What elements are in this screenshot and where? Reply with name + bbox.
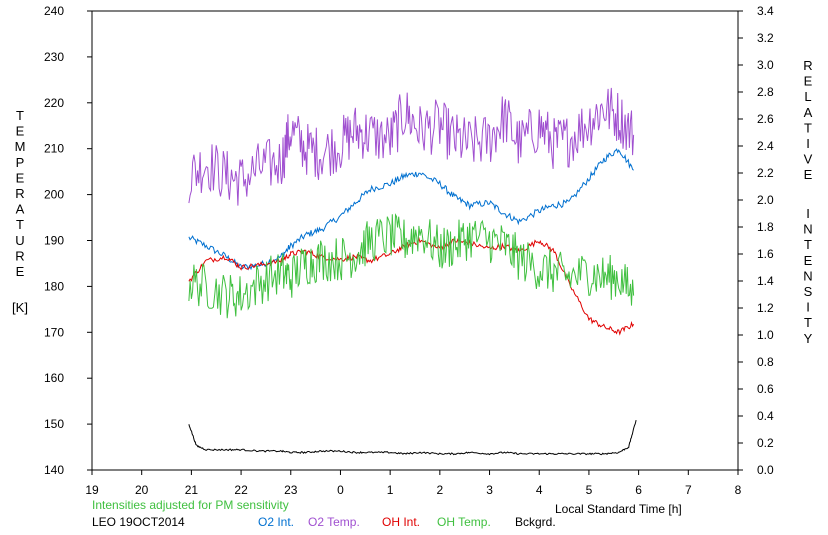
y-right-tick-label: 3.4 xyxy=(757,4,774,18)
y-right-tick-label: 1.4 xyxy=(757,274,774,288)
series-line-o2-temp xyxy=(188,87,635,206)
y-right-label-letter: E xyxy=(804,253,813,268)
y-left-tick-label: 190 xyxy=(44,234,64,248)
x-tick-label: 0 xyxy=(337,483,344,497)
y-left-tick-label: 230 xyxy=(44,50,64,64)
tick-labels: 19 20 21 22 23 0 1 2 3 4 5 6 7 8140150160170180190200… xyxy=(44,4,774,497)
y-left-label-letter: T xyxy=(16,217,24,232)
y-left-tick-label: 210 xyxy=(44,142,64,156)
y-right-tick-label: 1.6 xyxy=(757,247,774,261)
y-right-label-letter: T xyxy=(804,315,812,330)
axis-ticks xyxy=(87,10,743,475)
y-left-label-letter: R xyxy=(15,186,24,201)
y-right-label-letter: V xyxy=(804,152,813,167)
y-left-label-letter: E xyxy=(16,170,25,185)
y-left-label-letter: T xyxy=(16,108,24,123)
x-axis-label: Local Standard Time [h] xyxy=(555,502,682,516)
y-right-tick-label: 0.2 xyxy=(757,436,774,450)
y-left-label-letter: U xyxy=(15,233,24,248)
y-right-tick-label: 3.2 xyxy=(757,31,774,45)
y-right-tick-label: 0.8 xyxy=(757,355,774,369)
x-tick-label: 19 xyxy=(85,483,99,497)
footer-note: Intensities adjusted for PM sensitivity xyxy=(92,498,289,512)
x-tick-label: 2 xyxy=(437,483,444,497)
y-right-label-letter: S xyxy=(804,284,813,299)
legend-entry: O2 Temp. xyxy=(308,515,360,529)
series-line-bckgrd xyxy=(188,419,637,456)
y-right-tick-label: 2.8 xyxy=(757,85,774,99)
y-left-label-letter: A xyxy=(16,202,25,217)
y-right-label-letter: I xyxy=(806,206,810,221)
legend-entry: OH Temp. xyxy=(437,515,491,529)
x-tick-label: 6 xyxy=(635,483,642,497)
y-right-tick-label: 2.6 xyxy=(757,112,774,126)
y-left-tick-label: 150 xyxy=(44,417,64,431)
y-left-tick-label: 200 xyxy=(44,188,64,202)
x-tick-label: 4 xyxy=(536,483,543,497)
y-right-label-letter: I xyxy=(806,300,810,315)
legend-entry: Bckgrd. xyxy=(515,515,556,529)
x-tick-label: 5 xyxy=(586,483,593,497)
y-right-label-letter: A xyxy=(804,105,813,120)
y-right-tick-label: 2.4 xyxy=(757,139,774,153)
y-left-tick-label: 170 xyxy=(44,325,64,339)
y-left-label-letter: E xyxy=(16,264,25,279)
y-right-label-letter: L xyxy=(804,89,811,104)
y-right-tick-label: 0.0 xyxy=(757,463,774,477)
x-tick-label: 7 xyxy=(685,483,692,497)
series-layer xyxy=(188,87,637,456)
y-right-label-letter: R xyxy=(803,58,812,73)
y-right-tick-label: 2.0 xyxy=(757,193,774,207)
y-right-label-letter: E xyxy=(804,167,813,182)
x-tick-label: 8 xyxy=(735,483,742,497)
y-right-label-letter: Y xyxy=(804,331,813,346)
x-tick-label: 1 xyxy=(387,483,394,497)
y-right-tick-label: 0.6 xyxy=(757,382,774,396)
x-tick-label: 21 xyxy=(185,483,199,497)
x-tick-label: 23 xyxy=(284,483,298,497)
x-tick-label: 3 xyxy=(486,483,493,497)
y-right-label-letter: N xyxy=(803,268,812,283)
y-left-tick-label: 140 xyxy=(44,463,64,477)
y-right-tick-label: 0.4 xyxy=(757,409,774,423)
legend: O2 Int. O2 Temp. OH Int. OH Temp. Bckgrd. xyxy=(258,515,556,529)
y-right-tick-label: 1.2 xyxy=(757,301,774,315)
x-tick-label: 20 xyxy=(135,483,149,497)
y-right-tick-label: 1.0 xyxy=(757,328,774,342)
y-right-label-letter: N xyxy=(803,222,812,237)
y-right-label-letter: T xyxy=(804,237,812,252)
x-tick-label: 22 xyxy=(234,483,248,497)
y-left-tick-label: 240 xyxy=(44,4,64,18)
y-right-tick-label: 3.0 xyxy=(757,58,774,72)
y-right-tick-label: 2.2 xyxy=(757,166,774,180)
y-left-label-letter: M xyxy=(15,139,26,154)
y-left-label-letter: E xyxy=(16,124,25,139)
y-right-tick-label: 1.8 xyxy=(757,220,774,234)
y-left-label-letter: P xyxy=(16,155,25,170)
series-line-oh-temp xyxy=(188,213,635,319)
y-left-label-letter: R xyxy=(15,248,24,263)
y-right-label-letter: E xyxy=(804,74,813,89)
y-left-tick-label: 220 xyxy=(44,96,64,110)
y-left-tick-label: 180 xyxy=(44,279,64,293)
legend-entry: OH Int. xyxy=(382,515,420,529)
footer-station: LEO 19OCT2014 xyxy=(92,515,185,529)
y-left-tick-label: 160 xyxy=(44,371,64,385)
y-right-label-letter: T xyxy=(804,120,812,135)
y-left-unit: [K] xyxy=(12,300,28,315)
legend-entry: O2 Int. xyxy=(258,515,294,529)
y-right-label-letter: I xyxy=(806,136,810,151)
